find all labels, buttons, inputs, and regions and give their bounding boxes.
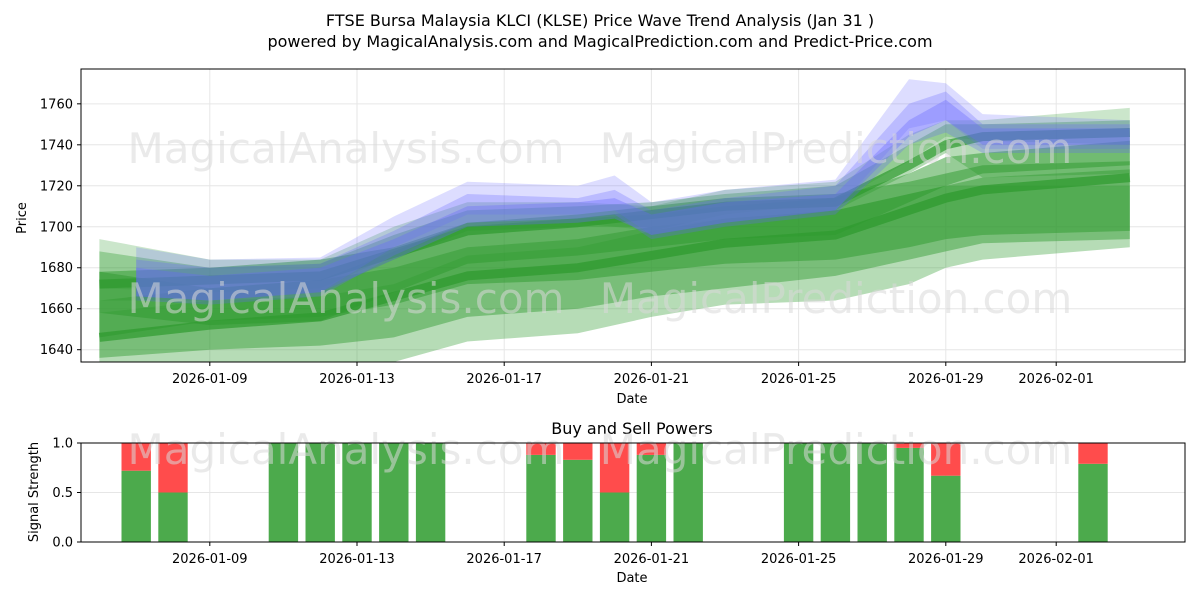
buy-bar [415,443,446,542]
watermark: MagicalPrediction.com [600,425,1073,474]
sell-bar [158,443,188,493]
price-x-tick-label: 2026-01-17 [466,372,542,387]
buy-bar [820,443,851,542]
signal-x-tick-label: 2026-02-01 [1018,552,1094,567]
price-y-tick-label: 1740 [40,138,73,153]
signal-x-label: Date [616,571,647,586]
signal-bars [121,443,1108,542]
watermark: MagicalAnalysis.com [128,274,565,323]
sell-bar [563,443,593,460]
watermark: MagicalAnalysis.com [128,124,565,173]
green-trend-line [99,128,1130,289]
green-band [99,120,1130,301]
price-watermarks: MagicalAnalysis.com MagicalPrediction.co… [128,124,1073,323]
sell-bar [1078,443,1108,464]
sell-bar [931,443,961,476]
buy-bar [158,492,188,542]
signal-y-tick-label: 0.0 [52,536,73,551]
price-y-tick-label: 1720 [40,179,73,194]
price-grid [81,69,1185,362]
price-x-ticks: 2026-01-09 2026-01-13 2026-01-17 2026-01-21… [172,362,1094,387]
price-x-tick-label: 2026-01-21 [614,372,690,387]
buy-bar [636,454,667,542]
watermark: MagicalPrediction.com [600,124,1073,173]
price-x-tick-label: 2026-01-13 [319,372,395,387]
signal-x-tick-label: 2026-01-17 [466,552,542,567]
buy-bar [783,443,814,542]
price-frame [80,68,1186,363]
signal-y-tick-label: 0.5 [52,486,73,501]
watermark: MagicalPrediction.com [600,274,1073,323]
price-y-tick-label: 1680 [40,261,73,276]
buy-bar [894,447,924,542]
price-y-tick-label: 1700 [40,220,73,235]
sell-bar [636,443,667,455]
buy-bar [379,443,409,542]
blue-band [136,99,1130,301]
watermark: MagicalAnalysis.com [128,425,565,474]
buy-bar [342,443,372,542]
chart-title: FTSE Bursa Malaysia KLCI (KLSE) Price Wa… [326,11,874,30]
price-bands [98,79,1131,362]
price-x-tick-label: 2026-01-29 [908,372,984,387]
buy-bar [526,454,556,542]
sell-bar [599,443,630,493]
buy-bar [305,443,335,542]
signal-x-tick-label: 2026-01-29 [908,552,984,567]
signal-panel: Buy and Sell Powers MagicalAnalysis.com … [27,419,1186,586]
green-trend-line [98,173,1131,342]
signal-x-tick-label: 2026-01-09 [172,552,248,567]
signal-title: Buy and Sell Powers [551,419,713,438]
buy-bar [931,475,961,542]
buy-bar [857,443,887,542]
buy-bar [599,492,630,542]
price-y-tick-label: 1760 [40,97,73,112]
buy-bar [268,443,299,542]
price-y-ticks: 1640 1660 1680 1700 1720 1740 1760 [40,97,81,358]
signal-x-tick-label: 2026-01-13 [319,552,395,567]
signal-x-ticks: 2026-01-09 2026-01-13 2026-01-17 2026-01-21… [172,542,1094,567]
signal-y-label: Signal Strength [27,442,42,542]
signal-y-ticks: 0.0 0.5 1.0 [52,437,81,551]
price-panel: MagicalAnalysis.com MagicalPrediction.co… [15,68,1186,407]
signal-x-tick-label: 2026-01-21 [614,552,690,567]
blue-band [136,91,1130,305]
sell-bar [526,443,556,455]
buy-bar [563,459,593,542]
buy-bar [673,443,703,542]
buy-bar [121,470,151,542]
price-y-tick-label: 1660 [40,302,73,317]
chart-subtitle: powered by MagicalAnalysis.com and Magic… [267,32,932,51]
sell-bar [121,443,151,471]
price-x-tick-label: 2026-02-01 [1018,372,1094,387]
signal-y-tick-label: 1.0 [52,437,73,452]
green-band [99,107,1130,293]
signal-x-tick-label: 2026-01-25 [761,552,837,567]
signal-watermarks: MagicalAnalysis.com MagicalPrediction.co… [128,425,1073,474]
price-x-label: Date [616,392,647,407]
price-y-label: Price [15,202,30,234]
sell-bar [894,443,924,448]
blue-band [136,79,1130,301]
price-y-tick-label: 1640 [40,343,73,358]
buy-bar [1078,463,1108,542]
price-x-tick-label: 2026-01-09 [172,372,248,387]
price-x-tick-label: 2026-01-25 [761,372,837,387]
